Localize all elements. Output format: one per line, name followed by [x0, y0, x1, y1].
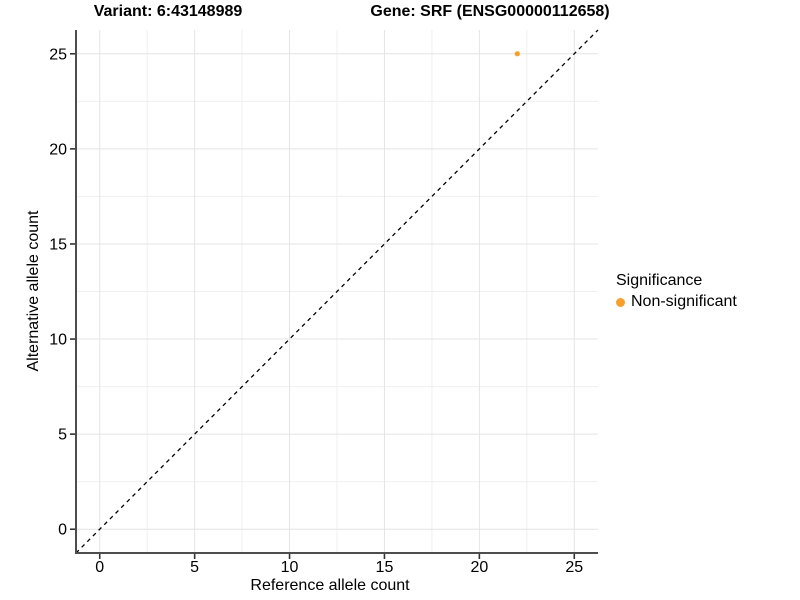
- y-tick-label: 25: [49, 46, 67, 63]
- plot-title-gene: Gene: SRF (ENSG00000112658): [370, 3, 610, 20]
- y-axis-label: Alternative allele count: [25, 210, 42, 372]
- legend-item-non-significant: Non-significant: [616, 293, 737, 311]
- x-tick-label: 20: [470, 559, 488, 576]
- y-tick-label: 5: [58, 427, 67, 444]
- x-tick-label: 15: [376, 559, 394, 576]
- x-axis-label: Reference allele count: [250, 577, 410, 594]
- legend-item-label: Non-significant: [631, 293, 737, 310]
- identity-line: [75, 29, 599, 554]
- legend-point-icon: [616, 297, 625, 307]
- legend-title: Significance: [616, 272, 703, 289]
- x-tick-label: 5: [190, 559, 199, 576]
- data-point-non-significant: [514, 51, 520, 57]
- x-tick-label: 0: [95, 559, 104, 576]
- y-tick-label: 0: [58, 522, 67, 539]
- plot-title-variant: Variant: 6:43148989: [93, 3, 243, 20]
- x-tick-label: 25: [565, 559, 583, 576]
- y-tick-label: 10: [49, 332, 67, 349]
- y-tick-label: 20: [49, 141, 67, 158]
- legend: Significance Non-significant: [616, 272, 737, 311]
- y-tick-label: 15: [49, 236, 67, 253]
- x-tick-label: 10: [281, 559, 299, 576]
